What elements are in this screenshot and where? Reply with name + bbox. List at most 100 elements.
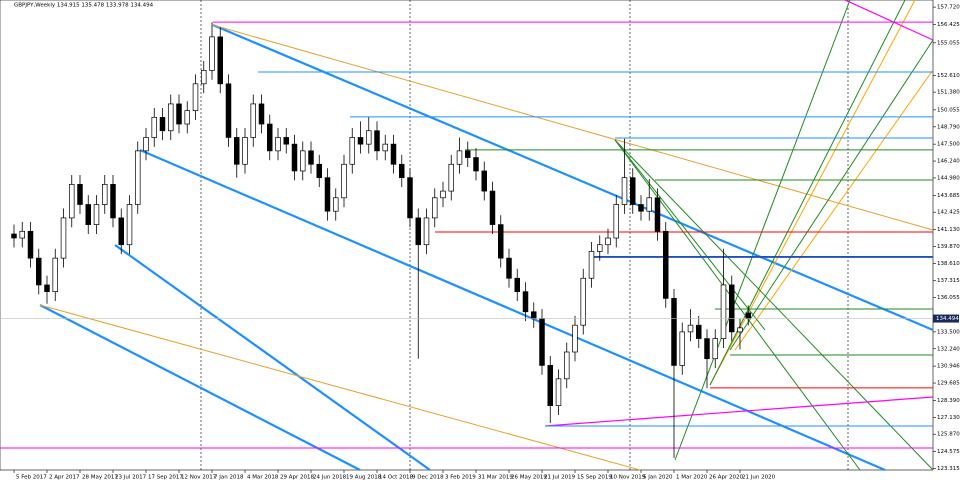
x-tick-label: 28 May 2017 [82, 475, 118, 481]
y-tick-label: 143.685 [937, 193, 960, 199]
candle-body [498, 224, 504, 259]
x-tick-label: 5 Jan 2020 [643, 475, 673, 481]
y-tick-label: 152.610 [937, 73, 960, 79]
candle-body [522, 291, 529, 313]
candle-body [118, 217, 124, 246]
candle-body [324, 177, 331, 212]
candle-body [176, 103, 182, 125]
candle-body [572, 324, 578, 353]
y-tick-label: 128.390 [937, 398, 960, 404]
x-tick-label: 29 Apr 2018 [280, 475, 315, 481]
candle-body [514, 277, 520, 293]
candle-body [720, 284, 727, 339]
candle-body [382, 143, 389, 152]
y-tick-label: 157.720 [937, 5, 960, 11]
x-tick-label: 3 Feb 2019 [445, 475, 476, 481]
candle-body [184, 110, 191, 125]
candle-body [225, 83, 232, 138]
candle-body [654, 197, 661, 232]
candle-body [481, 170, 488, 192]
candle-body [143, 137, 149, 152]
y-tick-label: 136.055 [937, 295, 960, 301]
candle-body [349, 137, 356, 165]
candle-body [168, 103, 174, 132]
y-tick-label: 148.790 [937, 124, 960, 130]
y-tick-label: 155.055 [937, 40, 960, 46]
y-tick-label: 141.130 [937, 227, 960, 233]
x-tick-label: 10 Nov 2019 [610, 475, 646, 481]
candle-body [192, 83, 199, 111]
x-tick-label: 23 Jul 2017 [115, 475, 147, 481]
candle-body [201, 70, 207, 85]
candle-body [357, 137, 364, 145]
candle-body [638, 204, 644, 212]
candle-body [629, 177, 636, 205]
y-tick-label: 137.315 [937, 278, 960, 284]
candle-body [135, 150, 141, 205]
candle-body [27, 230, 34, 259]
x-tick-label: 12 Nov 2017 [181, 475, 217, 481]
candles [11, 22, 751, 458]
candle-body [728, 284, 735, 333]
candle-body [291, 143, 298, 172]
candle-body [333, 197, 339, 212]
candle-body [77, 184, 83, 205]
candle-body [465, 150, 471, 158]
candle-body [440, 190, 446, 199]
y-tick-label: 147.500 [937, 142, 960, 148]
candle-body [52, 257, 58, 293]
trend-lines [39, 0, 934, 472]
candle-body [473, 157, 479, 172]
y-tick-label: 139.870 [937, 244, 960, 250]
candle-body [407, 177, 413, 219]
candle-body [745, 312, 751, 319]
candle-body [101, 184, 108, 205]
x-tick-label: 7 Jan 2018 [214, 475, 244, 481]
candle-body [308, 150, 314, 165]
candle-body [366, 130, 372, 145]
candle-body [258, 103, 265, 125]
candle-body [93, 204, 100, 225]
x-tick-label: 21 Jun 2020 [742, 475, 776, 481]
candle-body [539, 318, 545, 366]
candle-body [588, 251, 595, 279]
y-tick-label: 156.425 [937, 22, 960, 28]
candle-body [35, 257, 42, 286]
candle-body [605, 237, 611, 246]
candle-body [242, 137, 248, 165]
candle-body [19, 230, 26, 239]
x-tick-label: 15 Sep 2019 [577, 475, 612, 481]
y-tick-label: 127.130 [937, 415, 960, 421]
candle-body [687, 324, 694, 333]
x-tick-label: 31 Mar 2019 [478, 475, 513, 481]
y-tick-label: 151.380 [937, 90, 960, 96]
y-tick-label: 138.610 [937, 261, 960, 267]
candle-body [267, 123, 273, 152]
y-tick-label: 144.980 [937, 175, 960, 181]
last-price-box [933, 314, 959, 323]
x-tick-label: 26 Apr 2020 [709, 475, 744, 481]
candle-body [432, 197, 438, 219]
y-tick-label: 129.685 [937, 381, 960, 387]
candle-body [704, 338, 710, 360]
candle-body [423, 217, 430, 246]
y-tick-label: 146.240 [937, 159, 960, 165]
candle-body [374, 130, 380, 152]
candle-body [60, 217, 67, 259]
candle-body [250, 103, 257, 138]
y-tick-label: 124.575 [937, 449, 960, 455]
candle-body [547, 365, 553, 406]
candle-body [275, 137, 281, 152]
y-tick-label: 150.055 [937, 107, 960, 113]
y-tick-label: 132.240 [937, 346, 960, 352]
candle-body [11, 233, 17, 239]
candle-body [159, 116, 166, 132]
candle-body [85, 204, 91, 225]
candle-body [530, 311, 537, 319]
candle-body [283, 137, 290, 145]
candle-body [671, 298, 677, 366]
candle-body [316, 163, 323, 179]
candle-body [456, 150, 463, 165]
y-tick-label: 125.870 [937, 432, 960, 438]
